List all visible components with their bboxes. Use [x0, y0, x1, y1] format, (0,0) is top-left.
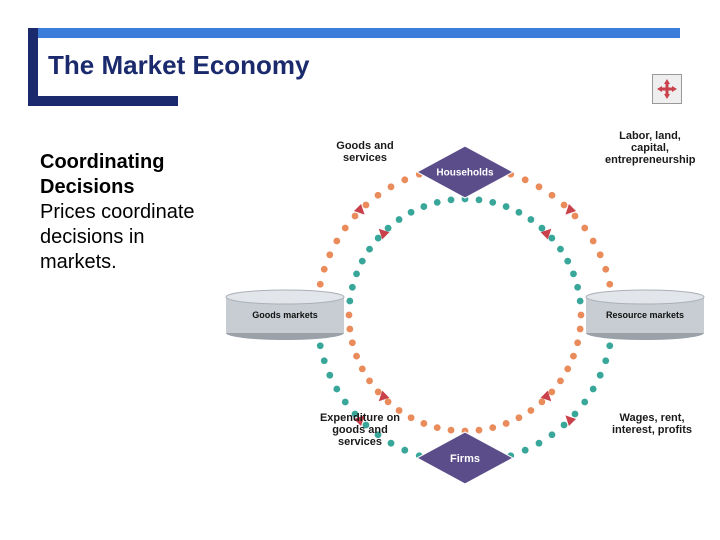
- title-rule: [28, 28, 680, 38]
- body-subhead: Coordinating Decisions: [40, 150, 220, 200]
- body-paragraph: Prices coordinate decisions in markets.: [40, 200, 220, 275]
- page-title: The Market Economy: [48, 50, 310, 81]
- label-wages: Wages, rent, interest, profits: [607, 412, 697, 436]
- svg-text:Goods markets: Goods markets: [252, 310, 318, 320]
- body-text: Coordinating Decisions Prices coordinate…: [40, 150, 220, 275]
- svg-text:Households: Households: [436, 168, 494, 179]
- svg-text:Firms: Firms: [450, 453, 480, 465]
- title-bar: The Market Economy: [28, 28, 680, 38]
- title-corner-h: [28, 96, 178, 106]
- move-icon[interactable]: [652, 74, 682, 104]
- label-goods-services: Goods and services: [320, 140, 410, 164]
- label-expenditure: Expenditure on goods and services: [315, 412, 405, 448]
- title-corner-v: [28, 28, 38, 106]
- label-labor: Labor, land, capital, entrepreneurship: [605, 130, 695, 166]
- svg-text:Resource markets: Resource markets: [606, 310, 684, 320]
- circular-flow-diagram: Goods markets Resource markets Household…: [225, 130, 705, 500]
